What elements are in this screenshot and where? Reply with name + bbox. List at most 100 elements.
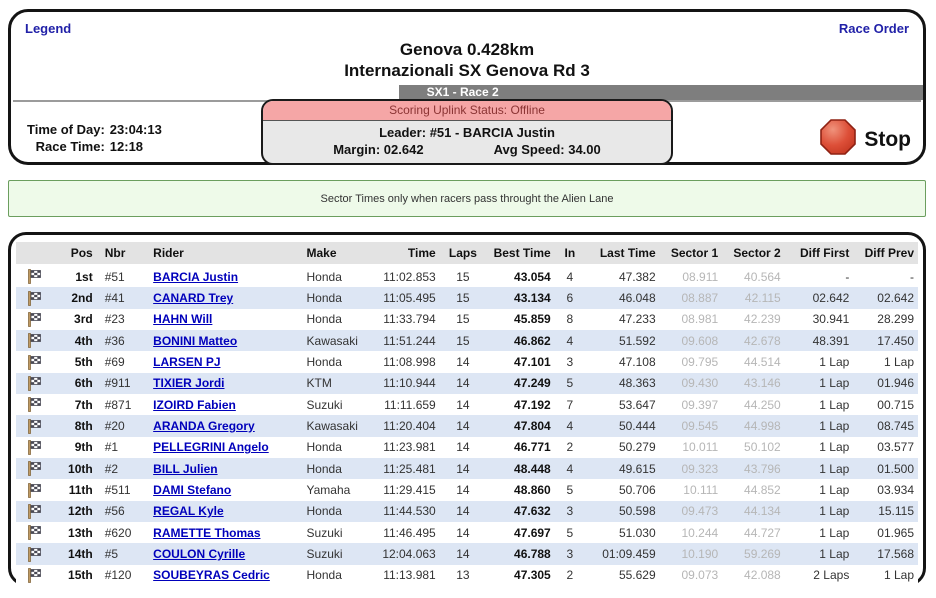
make-cell: Yamaha (306, 482, 351, 497)
diff-first-cell: 1 Lap (819, 546, 850, 561)
table-row: 10th #2 BILL Julien Honda 11:25.481 14 48.448 4… (16, 457, 918, 480)
rider-link[interactable]: RAMETTE Thomas (153, 525, 261, 540)
sector2-cell: 44.852 (744, 482, 781, 497)
column-header: Laps (439, 242, 487, 266)
sector1-cell: 09.473 (681, 504, 719, 519)
make-cell: Honda (306, 568, 342, 583)
table-row: 3rd #23 HAHN Will Honda 11:33.794 15 45.859 8 47… (16, 308, 918, 330)
race-order-link[interactable]: Race Order (838, 21, 909, 36)
rider-cell: REGAL Kyle (149, 501, 302, 522)
checkered-flag-icon (16, 522, 52, 543)
total-time-cell: 11:13.981 (383, 568, 436, 583)
checkered-flag-icon (16, 437, 52, 458)
diff-first-cell: 1 Lap (819, 376, 850, 391)
time-of-day-label: Time of Day: (27, 122, 105, 137)
rider-link[interactable]: TIXIER Jordi (153, 376, 225, 391)
race-time-value: 12:18 (109, 139, 144, 154)
last-time-cell: 51.030 (618, 525, 656, 540)
flag-column-header (16, 242, 53, 266)
rider-link[interactable]: BARCIA Justin (153, 269, 239, 284)
diff-prev-cell: 03.934 (877, 482, 914, 497)
rider-link[interactable]: CANARD Trey (153, 290, 234, 305)
sector1-cell: 10.190 (681, 546, 719, 561)
sector2-cell: 44.998 (744, 418, 781, 433)
rider-link[interactable]: ARANDA Gregory (153, 418, 255, 433)
rider-cell: BONINI Matteo (149, 330, 302, 351)
diff-first-cell: 1 Lap (819, 525, 850, 540)
rider-link[interactable]: PELLEGRINI Angelo (153, 440, 269, 455)
make-cell: Kawasaki (306, 333, 358, 348)
make-cell: Suzuki (306, 546, 343, 561)
time-of-day-value: 23:04:13 (109, 122, 162, 137)
number-cell: #23 (104, 312, 125, 327)
checkered-flag-icon (16, 458, 52, 479)
diff-first-cell: 30.941 (812, 312, 850, 327)
make-cell: Suzuki (306, 397, 343, 412)
diff-prev-cell: 01.946 (877, 376, 914, 391)
checkered-flag-icon (16, 330, 52, 351)
diff-first-cell: 1 Lap (819, 440, 850, 455)
best-lap-number-cell: 5 (566, 376, 574, 391)
best-time-cell: 46.771 (514, 440, 551, 455)
number-cell: #51 (104, 269, 125, 284)
rider-link[interactable]: LARSEN PJ (153, 354, 221, 369)
diff-prev-cell: 02.642 (877, 290, 914, 305)
sector-times-banner: Sector Times only when racers pass throu… (8, 180, 926, 217)
rider-link[interactable]: COULON Cyrille (153, 546, 246, 561)
scoring-stats: Margin: 02.642 Avg Speed: 34.00 (263, 140, 671, 163)
best-time-cell: 46.788 (514, 546, 551, 561)
sector2-cell: 44.727 (744, 525, 781, 540)
number-cell: #5 (104, 546, 119, 561)
best-lap-number-cell: 2 (566, 568, 574, 583)
column-header: Nbr (96, 242, 150, 266)
diff-first-cell: - (845, 269, 850, 284)
best-lap-number-cell: 5 (566, 482, 574, 497)
rider-link[interactable]: DAMI Stefano (153, 482, 232, 497)
make-cell: Honda (306, 461, 342, 476)
position-cell: 13th (68, 525, 93, 540)
last-time-cell: 50.444 (618, 418, 656, 433)
best-time-cell: 48.448 (514, 461, 551, 476)
best-time-cell: 47.697 (514, 525, 551, 540)
stop-button[interactable]: Stop (819, 118, 911, 161)
number-cell: #69 (104, 354, 125, 369)
best-lap-number-cell: 2 (566, 440, 574, 455)
table-row: 6th #911 TIXIER Jordi KTM 11:10.944 14 47.249 5… (16, 372, 918, 394)
position-cell: 7th (74, 397, 93, 412)
sector1-cell: 08.911 (682, 269, 719, 284)
last-time-cell: 49.615 (618, 461, 656, 476)
table-row: 9th #1 PELLEGRINI Angelo Honda 11:23.981 14 46… (16, 436, 918, 458)
rider-link[interactable]: REGAL Kyle (153, 504, 224, 519)
checkered-flag-icon (16, 351, 52, 372)
rider-link[interactable]: HAHN Will (153, 312, 213, 327)
diff-first-cell: 1 Lap (819, 461, 850, 476)
rider-cell: SOUBEYRAS Cedric (149, 565, 302, 586)
legend-link[interactable]: Legend (25, 21, 72, 36)
table-row: 12th #56 REGAL Kyle Honda 11:44.530 14 47.632 3… (16, 500, 918, 522)
diff-prev-cell: 00.715 (877, 397, 914, 412)
rider-link[interactable]: BILL Julien (153, 461, 218, 476)
rider-link[interactable]: BONINI Matteo (153, 333, 238, 348)
session-times: Time of Day: 23:04:13 Race Time: 12:18 (27, 122, 162, 154)
checkered-flag-icon (16, 265, 52, 287)
table-row: 14th #5 COULON Cyrille Suzuki 12:04.063 14 46.… (16, 543, 918, 565)
laps-cell: 15 (456, 269, 470, 284)
number-cell: #120 (104, 568, 132, 583)
leader-value: #51 - BARCIA Justin (429, 125, 555, 140)
column-header: Diff Prev (853, 242, 918, 266)
total-time-cell: 12:04.063 (382, 546, 436, 561)
number-cell: #41 (104, 290, 125, 305)
rider-link[interactable]: IZOIRD Fabien (153, 397, 236, 412)
sector1-cell: 08.887 (681, 290, 719, 305)
diff-prev-cell: - (910, 269, 914, 284)
scoring-uplink-status: Scoring Uplink Status: Offline (263, 101, 671, 121)
make-cell: KTM (306, 376, 332, 391)
position-cell: 10th (68, 461, 93, 476)
make-cell: Kawasaki (306, 418, 358, 433)
table-row: 2nd #41 CANARD Trey Honda 11:05.495 15 43.134 6… (16, 287, 918, 309)
rider-link[interactable]: SOUBEYRAS Cedric (153, 568, 270, 583)
position-cell: 8th (74, 418, 93, 433)
position-cell: 15th (68, 568, 93, 583)
rider-cell: COULON Cyrille (149, 543, 302, 564)
diff-first-cell: 1 Lap (819, 354, 850, 369)
